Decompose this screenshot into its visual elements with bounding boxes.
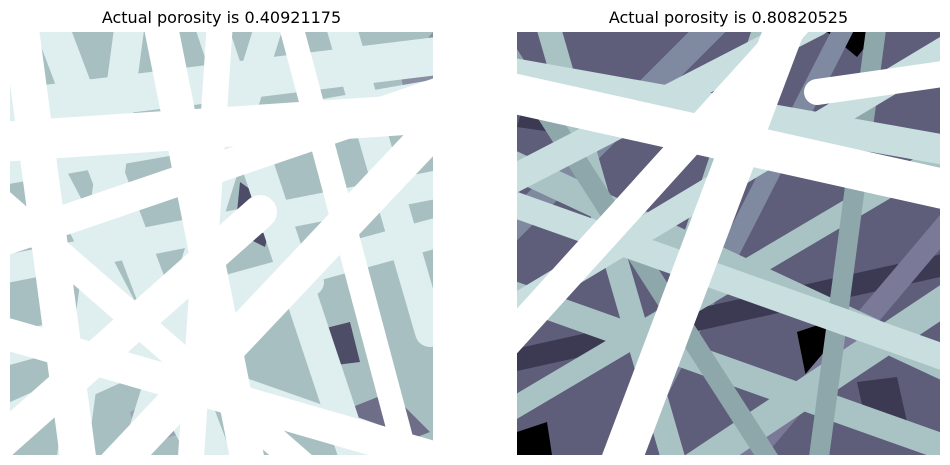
left-panel-title: Actual porosity is 0.40921175	[101, 8, 342, 27]
fiber	[101, 103, 433, 455]
left-fiber-image	[10, 32, 433, 455]
right-fiber-layer	[517, 32, 940, 455]
left-fiber-layer	[10, 32, 433, 455]
left-fiber-image-svg	[10, 32, 433, 455]
void-region	[517, 422, 552, 455]
fiber	[280, 32, 418, 455]
fiber	[804, 61, 940, 105]
fiber	[517, 254, 940, 372]
fiber	[517, 281, 940, 455]
fiber	[517, 191, 940, 370]
fiber	[602, 32, 805, 455]
right-fiber-image	[517, 32, 940, 455]
fiber	[517, 32, 809, 354]
right-panel-title: Actual porosity is 0.80820525	[608, 8, 849, 27]
fiber	[10, 192, 312, 455]
fiber	[178, 32, 233, 455]
right-fiber-image-svg	[517, 32, 940, 455]
